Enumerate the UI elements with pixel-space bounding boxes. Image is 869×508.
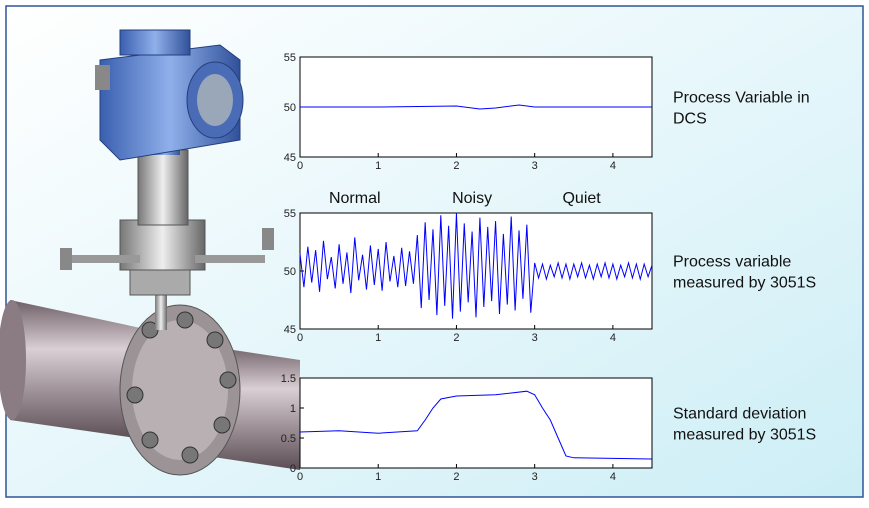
annotation: Noisy — [452, 190, 492, 207]
y-tick-label: 50 — [284, 266, 296, 278]
x-tick-label: 2 — [453, 160, 459, 172]
x-tick-label: 2 — [453, 332, 459, 344]
y-tick-label: 1 — [290, 403, 296, 415]
slide: 01234455055Process Variable inDCS0123445… — [0, 0, 869, 503]
series-label: Standard deviation — [673, 406, 806, 423]
y-tick-label: 1.5 — [281, 373, 296, 385]
series-label: measured by 3051S — [673, 427, 816, 444]
x-tick-label: 4 — [610, 332, 616, 344]
annotation: Quiet — [562, 190, 601, 207]
y-tick-label: 0 — [290, 463, 296, 475]
annotation: Normal — [329, 190, 381, 207]
x-tick-label: 0 — [297, 332, 303, 344]
y-tick-label: 0.5 — [281, 433, 296, 445]
series-label: measured by 3051S — [673, 275, 816, 292]
x-tick-label: 1 — [375, 471, 381, 483]
series-label: DCS — [673, 111, 707, 128]
x-tick-label: 3 — [532, 160, 538, 172]
series-label: Process Variable in — [673, 90, 810, 107]
y-tick-label: 45 — [284, 152, 296, 164]
y-tick-label: 55 — [284, 208, 296, 220]
y-tick-label: 50 — [284, 102, 296, 114]
x-tick-label: 3 — [532, 471, 538, 483]
x-tick-label: 4 — [610, 160, 616, 172]
x-tick-label: 1 — [375, 160, 381, 172]
x-tick-label: 3 — [532, 332, 538, 344]
x-tick-label: 0 — [297, 471, 303, 483]
x-tick-label: 1 — [375, 332, 381, 344]
plot-area — [300, 378, 652, 468]
y-tick-label: 45 — [284, 324, 296, 336]
series-label: Process variable — [673, 254, 791, 271]
x-tick-label: 0 — [297, 160, 303, 172]
x-tick-label: 2 — [453, 471, 459, 483]
x-tick-label: 4 — [610, 471, 616, 483]
y-tick-label: 55 — [284, 52, 296, 64]
